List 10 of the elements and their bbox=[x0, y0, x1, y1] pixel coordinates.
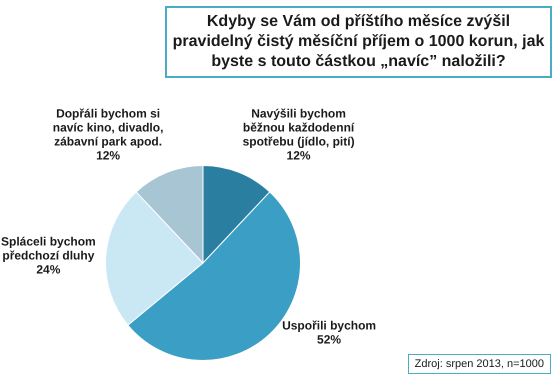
data-label: 12% bbox=[96, 148, 120, 162]
slice-label: Spláceli bychom předchozí dluhy bbox=[1, 234, 96, 263]
slice-label: Navýšili bychom běžnou každodenní spotřebu (jídlo, pití) bbox=[242, 106, 355, 148]
text: Zdroj: srpen 2013, n=1000 bbox=[408, 354, 551, 374]
data-label: 24% bbox=[36, 262, 61, 277]
data-label: 52% bbox=[317, 332, 342, 347]
chart-title: Kdyby se Vám od příštího měsíce zvýšil pravidelný čistý měsíční příjem o 1000 korun, jak byste s touto částkou „navíc” naložili? bbox=[165, 6, 552, 78]
slice-label: Uspořili bychom bbox=[282, 318, 376, 333]
data-label: 12% bbox=[286, 148, 311, 162]
slice-label: Dopřáli bychom si navíc kino, divadlo, zábavní park apod. bbox=[52, 106, 164, 148]
